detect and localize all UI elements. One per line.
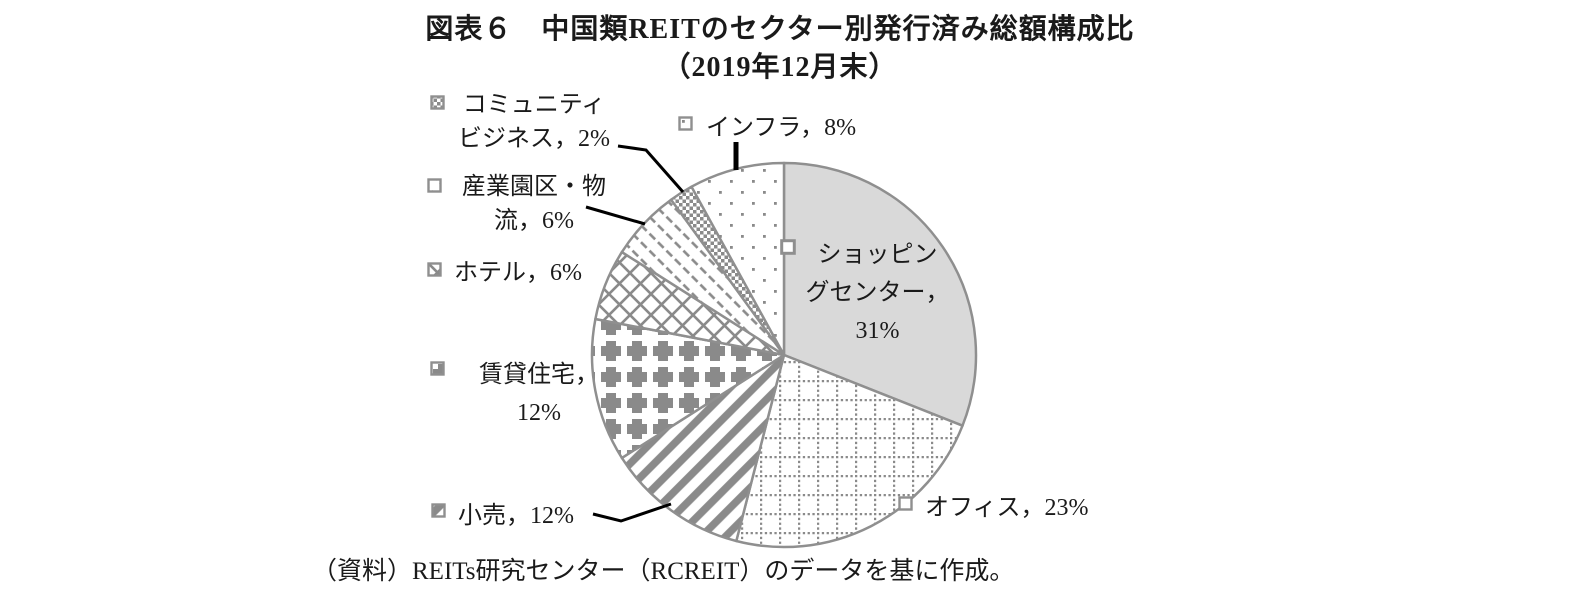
label-rental-line2: 12%	[517, 400, 561, 426]
leader-line-industrial-park-logistics	[585, 205, 646, 226]
label-community-business-line1: コミュニティ	[462, 92, 606, 118]
label-rental-housing: 賃貸住宅， 12%	[458, 356, 620, 432]
pie-slices	[590, 161, 978, 549]
label-retail: 小売，12%	[458, 503, 574, 529]
legend-key-industrial-park-logistics-icon	[427, 178, 442, 193]
label-shopping-center: ショッピン グセンター， 31%	[795, 236, 960, 350]
label-office: オフィス，23%	[925, 495, 1089, 521]
figure-title: 図表６ 中国類REITのセクター別発行済み総額構成比 （2019年12月末）	[292, 10, 1268, 86]
label-community-business: コミュニティ ビジネス，2%	[448, 88, 620, 156]
figure-title-line2: （2019年12月末）	[662, 52, 898, 83]
leader-lines	[585, 142, 739, 523]
label-industrial-line1: 産業園区・物	[462, 174, 606, 200]
label-industrial-park-logistics: 産業園区・物 流，6%	[448, 170, 620, 238]
label-hotel: ホテル，6%	[454, 260, 582, 286]
label-community-business-line2: ビジネス，2%	[458, 126, 610, 152]
legend-key-retail-icon	[431, 503, 446, 518]
leader-line-community-business	[617, 144, 685, 193]
label-shopping-line3: 31%	[855, 318, 900, 344]
label-shopping-line1: ショッピン	[817, 242, 938, 268]
leader-line-retail	[592, 502, 672, 523]
pie-slice-retail	[620, 353, 786, 543]
source-note: （資料）REITs研究センター（RCREIT）のデータを基に作成。	[312, 558, 1015, 585]
legend-key-office-icon	[898, 496, 913, 511]
legend-key-hotel-icon	[427, 262, 442, 277]
legend-key-infrastructure-icon	[678, 116, 693, 131]
label-rental-line1: 賃貸住宅，	[479, 362, 599, 388]
legend-key-shopping-center-icon	[780, 239, 796, 255]
figure-title-line1: 図表６ 中国類REITのセクター別発行済み総額構成比	[425, 14, 1135, 45]
pie-slice-rental-housing	[590, 317, 786, 460]
pie-slice-shopping-center	[782, 161, 978, 427]
label-industrial-line2: 流，6%	[494, 208, 574, 234]
label-shopping-line2: グセンター，	[805, 280, 950, 306]
label-infrastructure: インフラ，8%	[706, 115, 857, 141]
legend-key-rental-housing-icon	[430, 361, 445, 376]
legend-key-community-business-icon	[430, 95, 445, 110]
